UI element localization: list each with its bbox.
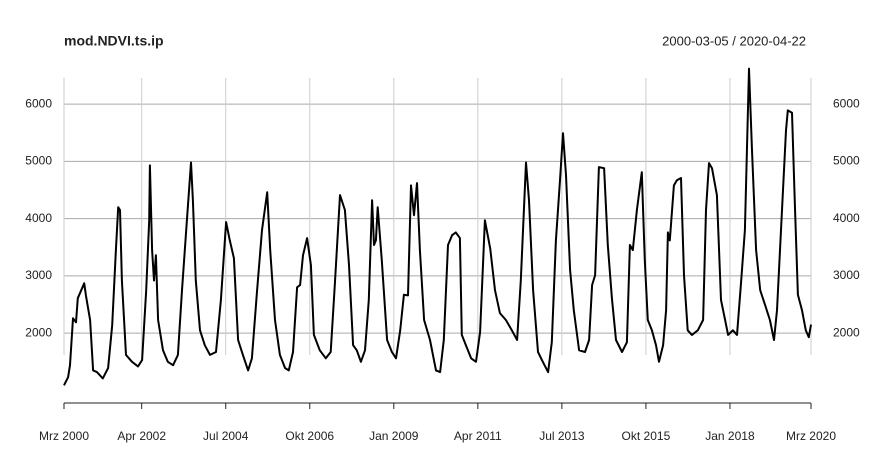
y2-tick-label: 2000 <box>833 325 860 339</box>
x-tick-label: Mrz 2000 <box>39 429 89 443</box>
y-tick-label: 6000 <box>25 96 52 110</box>
y-tick-label: 4000 <box>25 211 52 225</box>
chart-subtitle: 2000-03-05 / 2020-04-22 <box>662 33 806 48</box>
chart-title: mod.NDVI.ts.ip <box>64 33 164 49</box>
x-tick-label: Mrz 2020 <box>786 429 836 443</box>
y2-tick-label: 6000 <box>833 96 860 110</box>
data-line <box>63 67 812 386</box>
y-tick-label: 3000 <box>25 268 52 282</box>
x-tick-label: Apr 2011 <box>454 429 502 443</box>
x-tick-label: Okt 2006 <box>285 429 334 443</box>
x-tick-label: Jul 2004 <box>203 429 249 443</box>
x-tick-label: Jan 2009 <box>369 429 419 443</box>
y2-tick-label: 5000 <box>833 154 860 168</box>
x-tick-label: Jan 2018 <box>705 429 755 443</box>
x-tick-label: Apr 2002 <box>117 429 166 443</box>
y-tick-label: 2000 <box>25 325 52 339</box>
y2-tick-label: 4000 <box>833 211 860 225</box>
x-tick-label: Jul 2013 <box>539 429 585 443</box>
x-tick-label: Okt 2015 <box>622 429 671 443</box>
y-tick-label: 5000 <box>25 154 52 168</box>
y2-tick-label: 3000 <box>833 268 860 282</box>
